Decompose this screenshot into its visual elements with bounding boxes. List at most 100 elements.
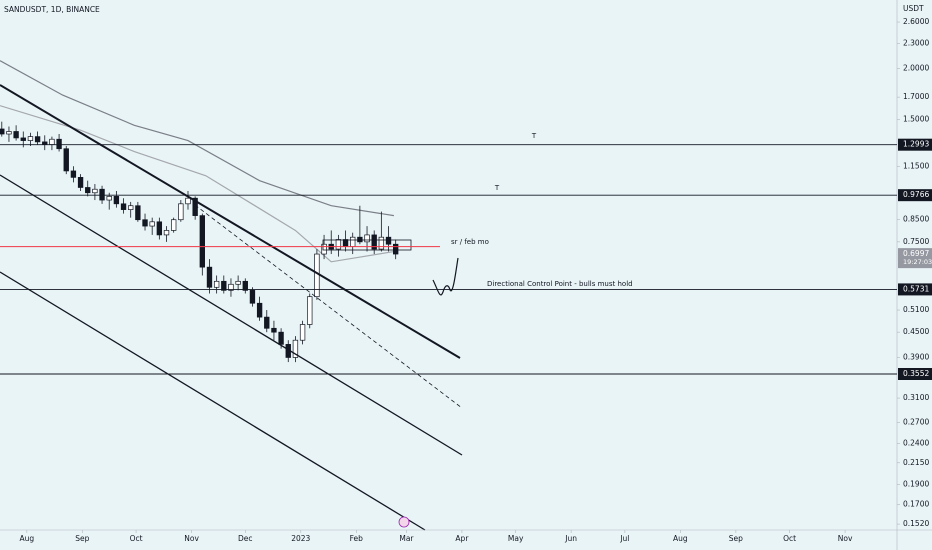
candle-body bbox=[314, 253, 320, 298]
x-tick-label: Oct bbox=[130, 534, 143, 543]
candle-body bbox=[92, 188, 98, 194]
y-tick-label: 0.5100 bbox=[903, 305, 929, 314]
x-tick-label: Aug bbox=[673, 534, 688, 543]
candle-body bbox=[63, 148, 69, 172]
candle-body bbox=[185, 197, 191, 205]
trendline bbox=[0, 271, 426, 531]
annotation: sr / feb mo bbox=[451, 238, 489, 246]
x-tick-label: 2023 bbox=[291, 534, 310, 543]
y-tick-label: 1.5000 bbox=[903, 114, 929, 123]
x-tick-label: May bbox=[508, 534, 524, 543]
x-tick-label: Nov bbox=[838, 534, 853, 543]
candle-body bbox=[149, 221, 155, 227]
current-price-box bbox=[898, 248, 932, 269]
level-label-box bbox=[898, 283, 932, 296]
level-label: 1.2993 bbox=[903, 140, 929, 149]
candle-body bbox=[307, 296, 313, 325]
candle-body bbox=[49, 138, 55, 145]
level-label-box bbox=[898, 189, 932, 202]
candle-body bbox=[135, 205, 141, 221]
candle-body bbox=[335, 239, 342, 250]
y-tick-label: 1.1500 bbox=[903, 161, 929, 170]
x-tick-label: Sep bbox=[729, 534, 743, 543]
level-label: 0.9766 bbox=[903, 190, 929, 199]
x-tick-label: Oct bbox=[783, 534, 796, 543]
x-tick-label: Mar bbox=[399, 534, 414, 543]
candle-body bbox=[235, 280, 241, 285]
y-tick-label: 0.3900 bbox=[903, 352, 929, 361]
candle-body bbox=[85, 187, 91, 194]
level-label-box bbox=[898, 368, 932, 381]
currency-label: USDT bbox=[903, 4, 924, 13]
annotation: T bbox=[531, 132, 537, 140]
candle-body bbox=[113, 196, 120, 205]
candle-body bbox=[156, 221, 163, 236]
level-label: 0.3552 bbox=[903, 369, 929, 378]
candle-body bbox=[170, 219, 177, 231]
x-tick-label: Jul bbox=[619, 534, 629, 543]
candle-body bbox=[242, 280, 248, 291]
candle-body bbox=[77, 177, 84, 188]
candle-body bbox=[142, 219, 148, 227]
candle-body bbox=[221, 280, 227, 291]
candle-body bbox=[6, 131, 12, 135]
candle-body bbox=[292, 339, 299, 358]
candle-body bbox=[56, 138, 62, 150]
y-tick-label: 0.1520 bbox=[903, 519, 929, 528]
candle-body bbox=[178, 203, 184, 221]
candle-body bbox=[278, 331, 284, 345]
y-tick-label: 2.3000 bbox=[903, 39, 929, 48]
path-sketch bbox=[432, 257, 459, 296]
candle-body bbox=[256, 302, 263, 318]
moving-average bbox=[0, 105, 394, 263]
candle-body bbox=[371, 234, 377, 250]
candle-body bbox=[34, 136, 41, 143]
y-tick-label: 2.6000 bbox=[903, 17, 929, 26]
x-tick-label: Feb bbox=[350, 534, 364, 543]
x-tick-label: Jun bbox=[564, 534, 577, 543]
candle-body bbox=[42, 141, 48, 145]
event-icon[interactable] bbox=[398, 516, 410, 528]
drawings bbox=[0, 84, 463, 531]
candle-body bbox=[321, 243, 327, 255]
y-tick-label: 0.7500 bbox=[903, 237, 929, 246]
candle-body bbox=[271, 327, 277, 333]
candle-body bbox=[163, 230, 170, 236]
y-tick-label: 0.2150 bbox=[903, 458, 929, 467]
x-tick-label: Dec bbox=[238, 534, 253, 543]
candle-body bbox=[228, 283, 234, 291]
moving-average bbox=[0, 60, 394, 217]
trendline bbox=[0, 174, 463, 456]
candle-body bbox=[199, 215, 205, 268]
annotation: T bbox=[494, 184, 500, 192]
candle-body bbox=[249, 290, 256, 304]
countdown-label: 19:27:03 bbox=[903, 258, 932, 266]
candle-body bbox=[378, 236, 385, 250]
y-tick-label: 2.0000 bbox=[903, 63, 929, 72]
y-tick-label: 1.7000 bbox=[903, 92, 929, 101]
candle-body bbox=[0, 128, 5, 135]
candle-body bbox=[364, 234, 370, 243]
y-tick-label: 0.2700 bbox=[903, 417, 929, 426]
level-label-box bbox=[898, 138, 932, 151]
y-tick-label: 0.4500 bbox=[903, 327, 929, 336]
candle-body bbox=[264, 316, 270, 329]
trendline bbox=[0, 84, 461, 359]
candle-body bbox=[13, 131, 19, 139]
candle-body bbox=[20, 137, 26, 141]
candle-body bbox=[206, 266, 213, 288]
candle-body bbox=[357, 236, 363, 243]
candle-body bbox=[213, 280, 220, 288]
candle-body bbox=[99, 188, 105, 201]
y-tick-label: 0.8500 bbox=[903, 215, 929, 224]
candle-body bbox=[120, 203, 127, 210]
chart-title: SANDUSDT, 1D, BINANCE bbox=[4, 5, 100, 14]
current-price-label: 0.6997 bbox=[903, 249, 929, 258]
candle-body bbox=[342, 239, 349, 247]
candle-body bbox=[27, 136, 34, 141]
candle-body bbox=[106, 196, 112, 201]
annotation: Directional Control Point - bulls must h… bbox=[487, 280, 633, 288]
y-tick-label: 0.2400 bbox=[903, 438, 929, 447]
